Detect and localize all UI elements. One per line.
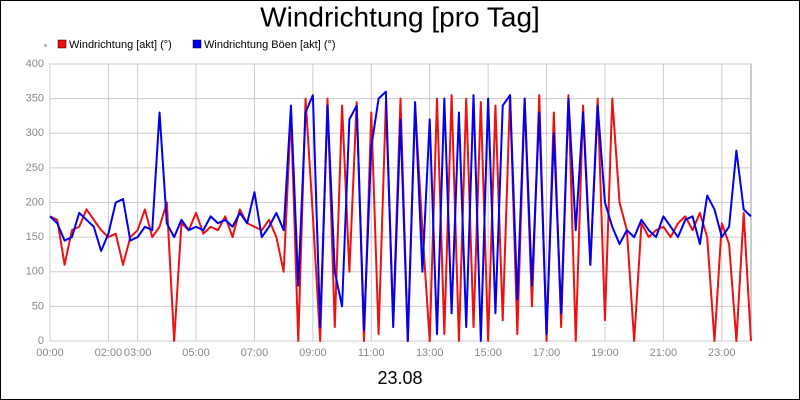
y-tick-label: 400 [26,58,44,70]
legend-marker [44,44,47,47]
y-tick-label: 350 [26,93,44,105]
x-tick-label: 00:00 [36,347,64,359]
legend-label: Windrichtung Böen [akt] (°) [204,39,336,51]
x-tick-label: 19:00 [591,347,619,359]
x-tick-label: 02:00 [95,347,123,359]
x-axis-label: 23.08 [377,368,422,388]
x-tick-label: 21:00 [650,347,678,359]
x-tick-label: 13:00 [416,347,444,359]
x-tick-label: 07:00 [241,347,269,359]
y-tick-label: 100 [26,266,44,278]
y-tick-label: 150 [26,231,44,243]
series-line [49,94,752,342]
y-tick-label: 50 [32,300,44,312]
legend-label: Windrichtung [akt] (°) [69,39,172,51]
x-tick-label: 17:00 [533,347,561,359]
series-line [49,90,752,342]
y-tick-label: 300 [26,127,44,139]
legend-swatch [57,39,67,49]
x-tick-label: 23:00 [708,347,736,359]
x-tick-label: 15:00 [474,347,502,359]
chart-title: Windrichtung [pro Tag] [260,1,540,32]
x-tick-label: 05:00 [182,347,210,359]
x-tick-label: 11:00 [358,347,385,359]
y-tick-label: 250 [26,162,44,174]
y-tick-label: 0 [38,335,44,347]
legend-swatch [192,39,202,49]
x-tick-label: 03:00 [124,347,152,359]
x-tick-label: 09:00 [299,347,327,359]
y-tick-label: 200 [26,196,44,208]
